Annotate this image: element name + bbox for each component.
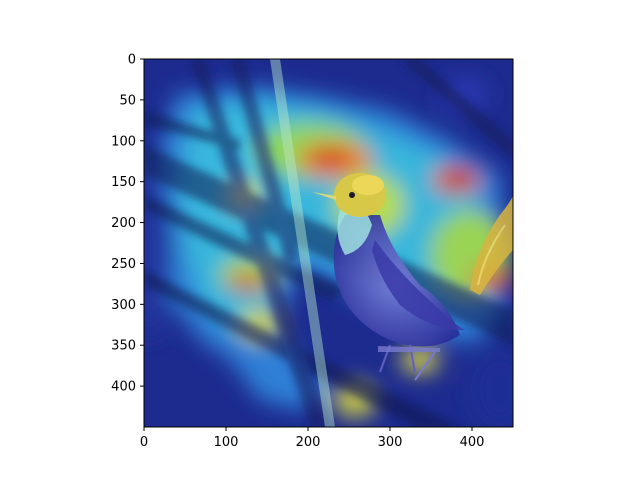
x-tick-label: 400 bbox=[460, 435, 485, 450]
x-axis: 0 100 200 300 400 bbox=[140, 427, 485, 450]
y-tick-label: 250 bbox=[111, 257, 136, 272]
y-tick-label: 50 bbox=[119, 93, 136, 108]
y-tick-label: 300 bbox=[111, 298, 136, 313]
bird bbox=[312, 173, 465, 381]
heatmap-image bbox=[144, 59, 513, 427]
y-tick-label: 400 bbox=[111, 380, 136, 395]
x-tick-label: 100 bbox=[214, 435, 239, 450]
y-tick-label: 200 bbox=[111, 216, 136, 231]
y-tick-label: 100 bbox=[111, 134, 136, 149]
x-tick-label: 300 bbox=[378, 435, 403, 450]
y-tick-label: 150 bbox=[111, 175, 136, 190]
x-tick-label: 200 bbox=[296, 435, 321, 450]
y-tick-label: 350 bbox=[111, 339, 136, 354]
x-tick-label: 0 bbox=[140, 435, 148, 450]
y-tick-label: 0 bbox=[128, 53, 136, 68]
plot-frame bbox=[143, 58, 514, 428]
feather-leaf bbox=[470, 195, 513, 295]
y-axis: 0 50 100 150 200 250 300 350 400 bbox=[111, 53, 144, 395]
light-stem bbox=[270, 59, 335, 427]
